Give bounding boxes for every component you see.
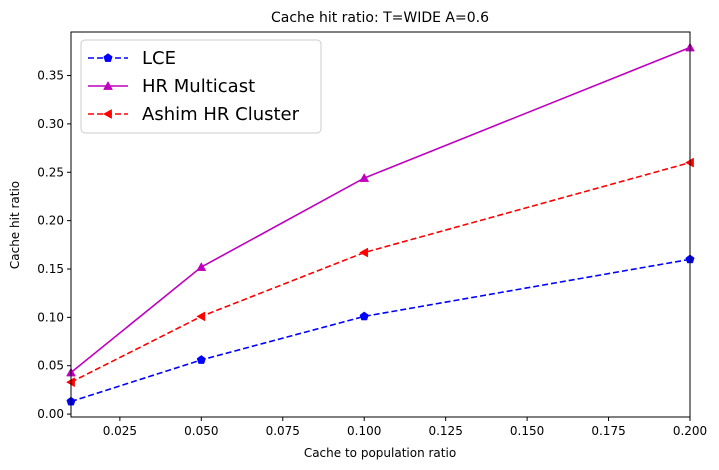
legend-label-lce: LCE xyxy=(142,48,176,69)
x-tick-label: 0.050 xyxy=(184,424,218,438)
y-tick-label: 0.10 xyxy=(37,310,64,324)
y-tick-label: 0.25 xyxy=(37,165,64,179)
chart-title: Cache hit ratio: T=WIDE A=0.6 xyxy=(271,10,489,26)
x-tick-label: 0.150 xyxy=(510,424,544,438)
y-tick-label: 0.15 xyxy=(37,262,64,276)
x-axis-ticks: 0.025 0.050 0.075 0.100 0.125 0.150 0.175 0.200 xyxy=(103,417,707,438)
legend-label-ashim-hr-cluster: Ashim HR Cluster xyxy=(142,104,300,125)
x-tick-label: 0.025 xyxy=(103,424,137,438)
legend-marker-lce xyxy=(103,53,113,62)
data-point-ashim-hr-cluster xyxy=(196,311,206,322)
data-point-hr-multicast xyxy=(196,262,207,271)
series-line-lce xyxy=(70,258,691,403)
legend: LCE HR Multicast Ashim HR Cluster xyxy=(80,39,322,134)
legend-marker-hr-multicast xyxy=(103,80,113,90)
y-tick-label: 0.35 xyxy=(37,69,64,83)
y-tick-label: 0.30 xyxy=(37,117,64,131)
data-point-hr-multicast xyxy=(359,173,370,182)
y-axis-ticks: 0.00 0.05 0.10 0.15 0.20 0.25 0.30 0.35 xyxy=(37,69,71,421)
series-line-hr-multicast xyxy=(70,46,691,374)
legend-box xyxy=(80,39,322,134)
x-tick-label: 0.075 xyxy=(266,424,300,438)
legend-label-hr-multicast: HR Multicast xyxy=(142,76,255,97)
series-line-ashim-hr-cluster xyxy=(70,161,691,383)
data-point-ashim-hr-cluster xyxy=(359,247,369,258)
x-tick-label: 0.100 xyxy=(347,424,381,438)
y-tick-label: 0.05 xyxy=(37,359,64,373)
data-point-lce xyxy=(359,311,369,321)
plot-frame xyxy=(70,31,691,418)
x-tick-label: 0.125 xyxy=(428,424,462,438)
y-tick-label: 0.00 xyxy=(37,407,64,421)
plot-marks xyxy=(65,42,695,406)
legend-marker-ashim-hr-cluster xyxy=(102,109,112,119)
x-tick-label: 0.175 xyxy=(591,424,625,438)
data-point-lce xyxy=(196,355,206,364)
x-tick-label: 0.200 xyxy=(673,424,707,438)
y-axis-label: Cache hit ratio xyxy=(8,181,22,269)
x-axis-label: Cache to population ratio xyxy=(304,446,456,460)
y-tick-label: 0.20 xyxy=(37,214,64,228)
